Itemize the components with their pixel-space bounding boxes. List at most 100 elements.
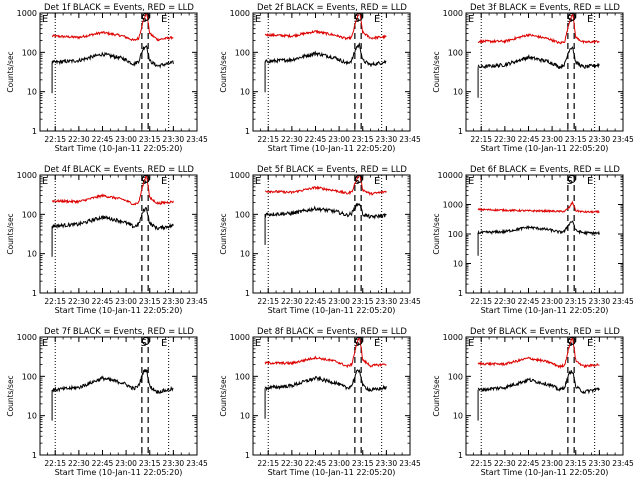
plot-frame	[39, 174, 198, 294]
y-axis-label: Counts/sec	[219, 213, 228, 254]
x-tick-label: 23:30	[163, 297, 185, 306]
y-axis-label: Counts/sec	[219, 375, 228, 416]
x-tick-label: 23:15	[565, 459, 587, 468]
y-tick-label: 1000	[230, 333, 250, 342]
plot-frame	[465, 336, 624, 456]
y-axis-label: Counts/sec	[432, 375, 441, 416]
lld-series-line	[51, 13, 174, 42]
panel-title: Det 6f BLACK = Events, RED = LLD	[470, 165, 620, 175]
annotation-label: E	[42, 14, 48, 25]
events-series-line	[264, 203, 387, 220]
x-tick-label: 23:45	[186, 135, 208, 144]
y-tick-label: 1	[32, 289, 37, 298]
y-tick-label: 1	[32, 127, 37, 136]
x-tick-label: 22:45	[305, 297, 327, 306]
panel-title: Det 8f BLACK = Events, RED = LLD	[257, 327, 407, 337]
panel-9: Det 9f BLACK = Events, RED = LLD 1 10 100 10…	[432, 327, 634, 477]
peak-marker-circle	[567, 175, 576, 183]
x-tick-label: 23:45	[612, 135, 634, 144]
x-tick-label: 22:15	[44, 297, 66, 306]
annotation-label: E	[587, 338, 593, 349]
x-tick-label: 23:30	[376, 297, 398, 306]
peak-marker-circle	[567, 337, 576, 345]
y-axis-label: Counts/sec	[432, 213, 441, 254]
y-axis-label: Counts/sec	[219, 51, 228, 92]
annotation-label: E	[255, 14, 261, 25]
y-axis-label: Counts/sec	[6, 213, 15, 254]
plot-frame	[252, 336, 411, 456]
y-tick-label: 1000	[443, 333, 463, 342]
annotation-label: E	[374, 14, 380, 25]
y-tick-label: 1000	[17, 9, 37, 18]
annotation-label: E	[468, 14, 474, 25]
y-tick-label: 1	[458, 127, 463, 136]
events-series-line	[51, 44, 174, 69]
y-axis-label: Counts/sec	[6, 51, 15, 92]
x-tick-label: 23:00	[541, 135, 563, 144]
x-tick-label: 23:30	[163, 135, 185, 144]
annotation-label: E	[374, 338, 380, 349]
x-tick-label: 22:45	[518, 459, 540, 468]
x-tick-label: 23:45	[399, 459, 421, 468]
events-series	[477, 220, 600, 256]
lld-series	[264, 13, 387, 41]
y-tick-label: 1000	[17, 333, 37, 342]
y-axis-label: Counts/sec	[432, 51, 441, 92]
x-tick-label: 23:30	[589, 297, 611, 306]
x-tick-label: 23:45	[186, 297, 208, 306]
y-tick-label: 1	[245, 451, 250, 460]
y-tick-label: 100	[448, 372, 463, 381]
y-tick-label: 100	[22, 372, 37, 381]
panel-title: Det 5f BLACK = Events, RED = LLD	[257, 165, 407, 175]
x-tick-label: 22:15	[44, 135, 66, 144]
peak-marker-circle	[354, 337, 363, 345]
x-tick-label: 22:30	[494, 459, 516, 468]
lld-series-line	[477, 200, 600, 214]
x-tick-label: 22:30	[68, 459, 90, 468]
events-series	[264, 369, 387, 419]
events-series	[264, 42, 387, 93]
lld-series-line	[51, 175, 174, 206]
lld-series-line	[477, 337, 600, 369]
annotation-label: E	[161, 14, 167, 25]
panel-title: Det 1f BLACK = Events, RED = LLD	[44, 3, 194, 13]
x-tick-label: 23:45	[186, 459, 208, 468]
x-tick-label: 23:30	[163, 459, 185, 468]
x-tick-label: 23:15	[352, 135, 374, 144]
y-tick-label: 1	[458, 451, 463, 460]
x-tick-label: 22:30	[281, 135, 303, 144]
lld-series-line	[264, 13, 387, 41]
y-tick-label: 10	[453, 260, 463, 269]
x-tick-label: 23:00	[115, 459, 137, 468]
x-tick-label: 23:15	[139, 297, 161, 306]
y-tick-label: 1000	[443, 201, 463, 210]
peak-marker-circle	[354, 13, 363, 21]
x-tick-label: 23:30	[376, 459, 398, 468]
x-tick-label: 22:30	[494, 297, 516, 306]
annotation-label: E	[587, 14, 593, 25]
annotation-label: E	[255, 176, 261, 187]
x-axis-label: Start Time (10-Jan-11 22:05:20)	[55, 144, 183, 153]
y-tick-label: 1	[245, 289, 250, 298]
plot-frame	[252, 12, 411, 132]
panel-6: Det 6f BLACK = Events, RED = LLD 1 10 100 10…	[432, 165, 634, 315]
peak-marker-circle	[567, 13, 576, 21]
y-tick-label: 1	[458, 289, 463, 298]
events-series-line	[477, 46, 600, 70]
x-tick-label: 22:45	[305, 459, 327, 468]
events-series-line	[477, 220, 600, 236]
lld-series	[264, 337, 387, 369]
x-tick-label: 23:45	[399, 135, 421, 144]
events-series-line	[51, 369, 174, 395]
y-axis-label: Counts/sec	[6, 375, 15, 416]
x-tick-label: 22:30	[281, 297, 303, 306]
events-series	[477, 46, 600, 98]
x-tick-label: 22:15	[470, 459, 492, 468]
x-tick-label: 22:45	[92, 135, 114, 144]
annotation-label: E	[42, 338, 48, 349]
y-tick-label: 1000	[230, 171, 250, 180]
x-tick-label: 23:15	[352, 297, 374, 306]
x-tick-label: 23:45	[612, 297, 634, 306]
lld-series-line	[477, 13, 600, 45]
x-tick-label: 22:30	[68, 135, 90, 144]
